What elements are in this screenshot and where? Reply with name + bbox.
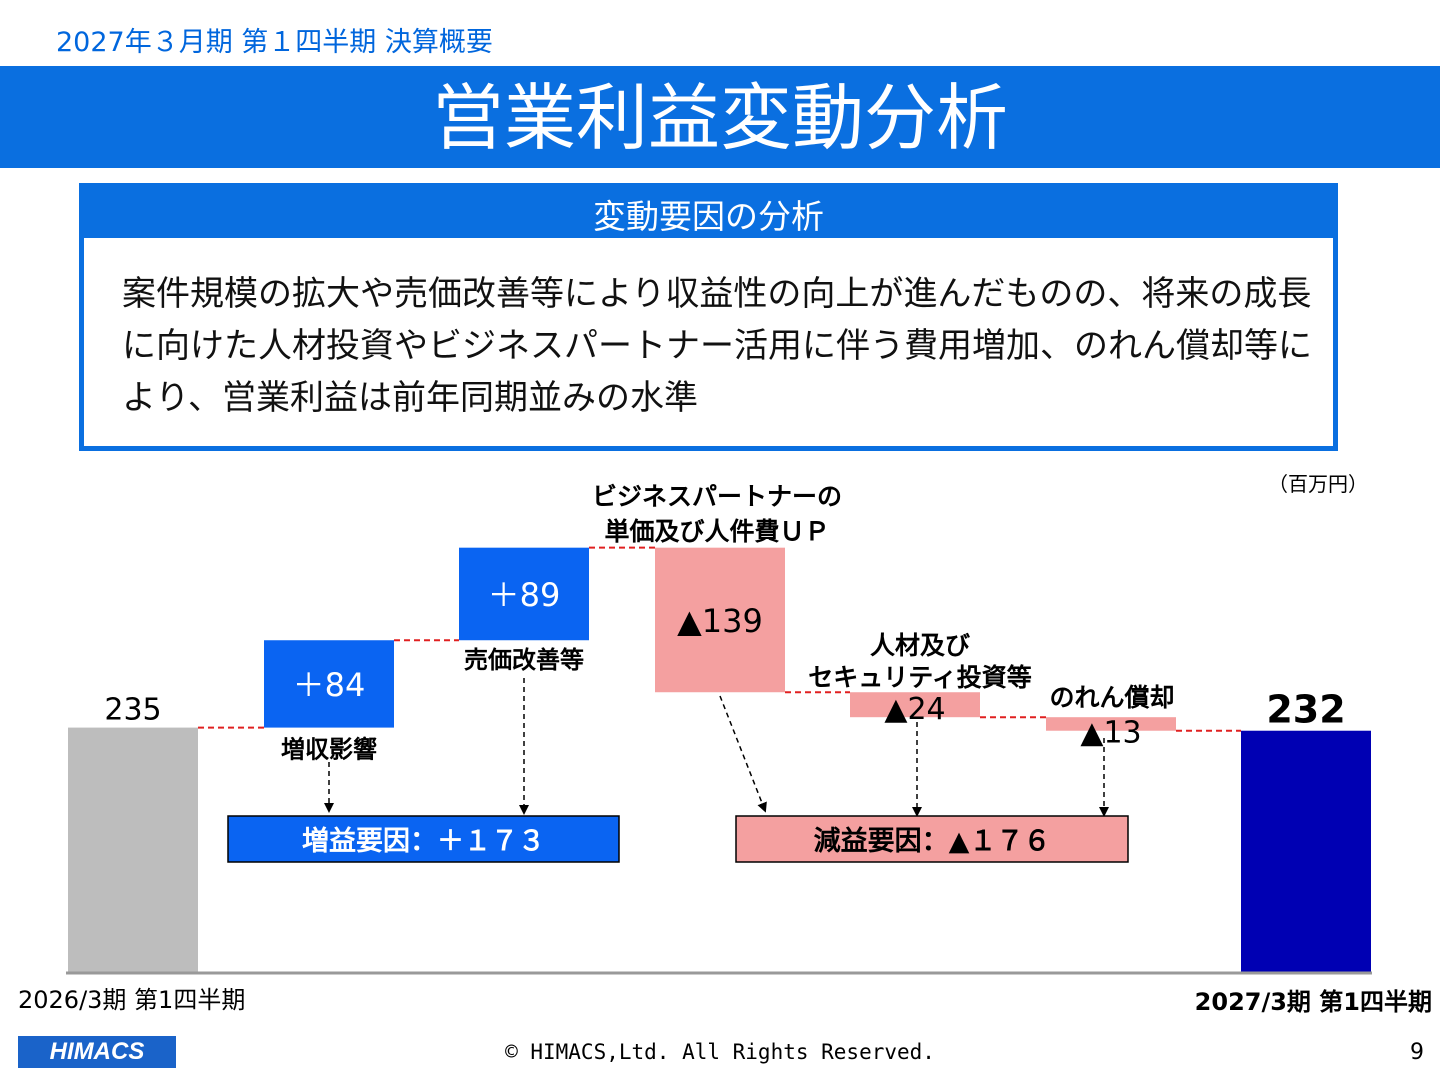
value-label-decrease: ▲13 [1080, 716, 1141, 751]
value-label-end: 232 [1266, 688, 1345, 732]
bar-decrease [850, 692, 980, 718]
analysis-header [79, 183, 1338, 238]
category-label: 売価改善等 [464, 646, 584, 674]
value-label-decrease: ▲24 [884, 692, 945, 727]
himacs-logo [18, 1036, 176, 1068]
category-label-end: 2027/3期 第1四半期 [1195, 988, 1432, 1016]
category-label: ビジネスパートナーの [592, 482, 842, 511]
category-label-start: 2026/3期 第1四半期 [18, 986, 245, 1014]
page-title: 営業利益変動分析 [431, 76, 1008, 160]
bar-decrease [655, 547, 785, 693]
bar-increase [459, 547, 589, 641]
category-label: のれん償却 [1049, 683, 1174, 712]
summary-box-increase [227, 815, 620, 863]
analysis-heading: 変動要因の分析 [593, 197, 824, 236]
summary-box-label: 減益要因：▲１７６ [814, 826, 1051, 857]
bar-end [1241, 730, 1371, 972]
page-number: 9 [1410, 1040, 1424, 1065]
category-label: 単価及び人件費ＵＰ [604, 517, 829, 546]
value-label-decrease: ▲139 [677, 602, 763, 640]
value-label-increase: ＋84 [293, 666, 366, 704]
category-label: 増収影響 [281, 736, 377, 764]
category-label: セキュリティ投資等 [808, 663, 1032, 692]
bar-increase [264, 640, 394, 728]
copyright-text: © HIMACS,Ltd. All Rights Reserved. [505, 1040, 935, 1064]
summary-box-decrease [735, 815, 1129, 863]
summary-box-label: 増益要因：＋１７３ [302, 825, 545, 857]
period-label: 2027年３月期 第１四半期 決算概要 [56, 27, 493, 58]
pointer-arrow [719, 695, 767, 813]
value-label-start: 235 [104, 693, 161, 728]
logo-text: HIMACS [49, 1038, 145, 1065]
value-label-increase: ＋89 [488, 576, 561, 614]
bar-start [68, 727, 198, 972]
title-bar [0, 66, 1440, 168]
analysis-body-text: 案件規模の拡大や売価改善等により収益性の向上が進んだものの、将来の成長に向けた人… [122, 274, 1312, 418]
unit-label: （百万円） [1268, 472, 1368, 496]
category-label: 人材及び [870, 631, 970, 660]
bar-decrease [1046, 717, 1176, 731]
